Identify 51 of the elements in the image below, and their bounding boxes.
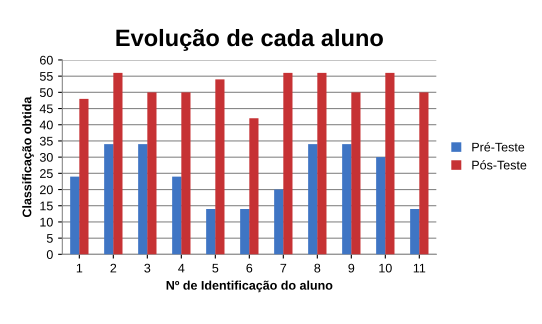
x-tick-label: 9 xyxy=(348,264,354,273)
bar xyxy=(274,190,284,254)
bar xyxy=(172,176,182,254)
legend-label: Pré-Teste xyxy=(472,142,524,152)
x-tick-label: 2 xyxy=(110,264,116,272)
bar xyxy=(410,208,420,254)
y-tick-label: 50 xyxy=(40,88,53,97)
bar xyxy=(147,92,157,254)
x-tick-label: 8 xyxy=(314,264,320,273)
bar xyxy=(351,92,360,254)
bar xyxy=(79,98,89,254)
bar xyxy=(342,144,352,254)
bar xyxy=(419,92,428,254)
bar xyxy=(181,92,191,254)
bar xyxy=(206,208,216,254)
bar xyxy=(249,118,258,254)
x-axis-title: Nº de Identificação do aluno xyxy=(166,280,332,292)
legend-label: Pós-Teste xyxy=(472,160,526,170)
bar xyxy=(317,72,326,254)
y-tick-label: 40 xyxy=(40,120,53,130)
y-axis-title: Classificação obtida xyxy=(22,96,34,218)
y-tick-label: 15 xyxy=(40,202,53,210)
chart-title: Evolução de cada aluno xyxy=(116,28,383,51)
y-tick-label: 55 xyxy=(40,72,53,81)
y-tick-label: 25 xyxy=(40,169,53,178)
x-tick-label: 3 xyxy=(144,264,150,273)
bar xyxy=(283,72,292,254)
bar xyxy=(104,144,114,254)
bar xyxy=(215,79,224,254)
x-tick-label: 1 xyxy=(76,264,82,272)
bar xyxy=(70,176,80,254)
y-tick-label: 0 xyxy=(46,250,53,259)
x-tick-label: 6 xyxy=(246,264,252,273)
y-tick-label: 35 xyxy=(40,136,53,146)
bar xyxy=(113,72,123,254)
y-tick-label: 5 xyxy=(46,234,53,243)
x-tick-label: 4 xyxy=(178,264,184,272)
y-tick-label: 10 xyxy=(40,218,53,227)
bar xyxy=(385,72,394,254)
y-tick-label: 45 xyxy=(40,104,53,114)
y-tick-label: 60 xyxy=(40,56,53,65)
x-tick-label: 7 xyxy=(280,264,286,272)
bar xyxy=(308,144,318,254)
bar xyxy=(376,157,386,254)
x-tick-label: 10 xyxy=(379,264,392,273)
x-tick-label: 5 xyxy=(212,264,218,273)
bar xyxy=(240,208,250,254)
x-tick-label: 11 xyxy=(414,264,426,272)
y-tick-label: 20 xyxy=(40,185,53,194)
bar xyxy=(138,144,148,254)
y-tick-label: 30 xyxy=(40,152,53,162)
